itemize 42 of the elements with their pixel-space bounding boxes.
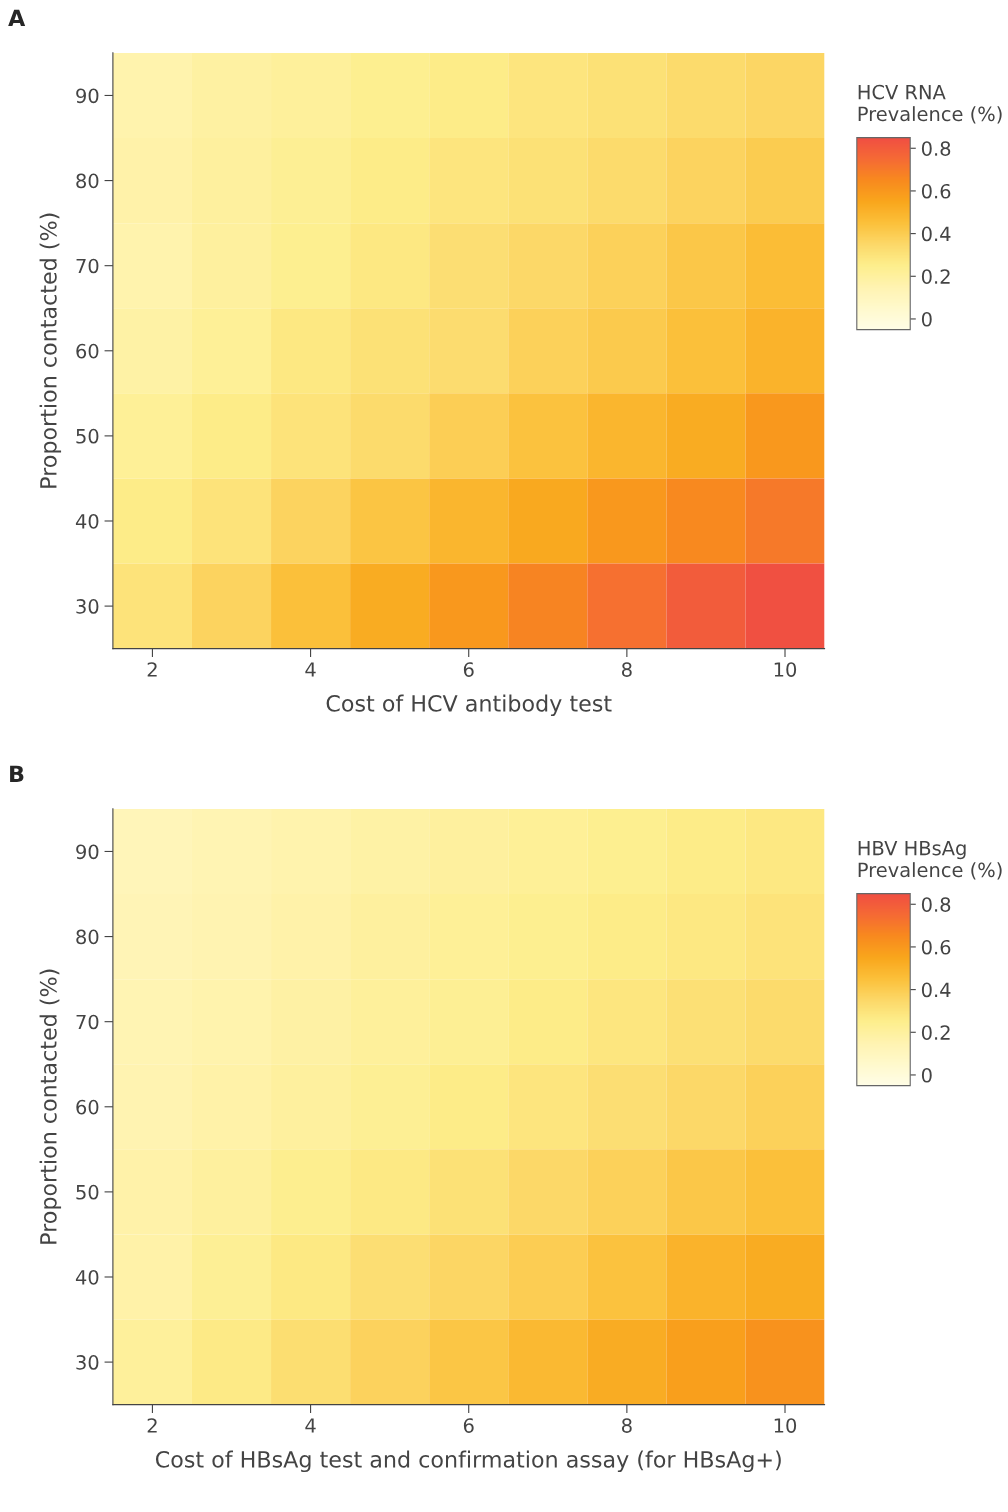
y-tick-label: 30 xyxy=(76,599,99,614)
y-axis-title: Proportion contacted (%) xyxy=(39,213,62,488)
x-tick-label: 4 xyxy=(305,1418,316,1433)
x-tick-label: 2 xyxy=(147,1418,157,1433)
y-tick-label: 90 xyxy=(76,844,99,860)
color-bar-label: 0.8 xyxy=(921,897,951,912)
x-axis-title: Cost of HCV antibody test xyxy=(326,694,612,717)
x-axis-title: Cost of HBsAg test and confirmation assay (for HBsAg+) xyxy=(155,1450,781,1473)
y-tick-label: 70 xyxy=(76,1014,99,1030)
y-tick-label: 30 xyxy=(76,1355,99,1370)
color-bar-label: 0 xyxy=(921,1067,932,1083)
chart-title: A xyxy=(8,9,26,26)
color-bar-label: 0.4 xyxy=(921,226,951,242)
x-tick-label: 8 xyxy=(622,1418,632,1433)
y-tick-label: 50 xyxy=(76,1184,99,1200)
y-tick-label: 80 xyxy=(76,173,99,189)
color-bar-title: HBV HBsAg Prevalence (%) xyxy=(858,840,1002,880)
color-bar-label: 0.2 xyxy=(921,269,950,284)
x-tick-label: 6 xyxy=(463,662,474,677)
color-bar-label: 0.2 xyxy=(921,1025,950,1040)
y-axis-title: Proportion contacted (%) xyxy=(39,969,62,1244)
color-bar-label: 0.6 xyxy=(921,939,951,955)
x-tick-label: 10 xyxy=(774,1418,797,1433)
y-tick-label: 60 xyxy=(76,343,99,359)
x-tick-label: 2 xyxy=(147,662,157,677)
color-bar-label: 0.4 xyxy=(921,982,951,998)
color-bar-label: 0.6 xyxy=(921,183,951,199)
y-tick-label: 60 xyxy=(76,1099,99,1115)
chart-title: B xyxy=(10,765,24,782)
y-tick-label: 80 xyxy=(76,929,99,945)
x-tick-label: 8 xyxy=(622,662,632,677)
color-bar-label: 0.8 xyxy=(921,141,951,156)
x-tick-label: 6 xyxy=(463,1418,474,1433)
y-tick-label: 40 xyxy=(75,1269,99,1285)
y-tick-label: 70 xyxy=(76,258,99,274)
y-tick-label: 50 xyxy=(76,428,99,444)
color-bar-label: 0 xyxy=(921,311,932,327)
color-bar-title: HCV RNA Prevalence (%) xyxy=(858,84,1002,124)
x-tick-label: 4 xyxy=(305,662,316,677)
y-tick-label: 40 xyxy=(75,513,99,529)
y-tick-label: 90 xyxy=(76,88,99,104)
x-tick-label: 10 xyxy=(774,662,797,677)
